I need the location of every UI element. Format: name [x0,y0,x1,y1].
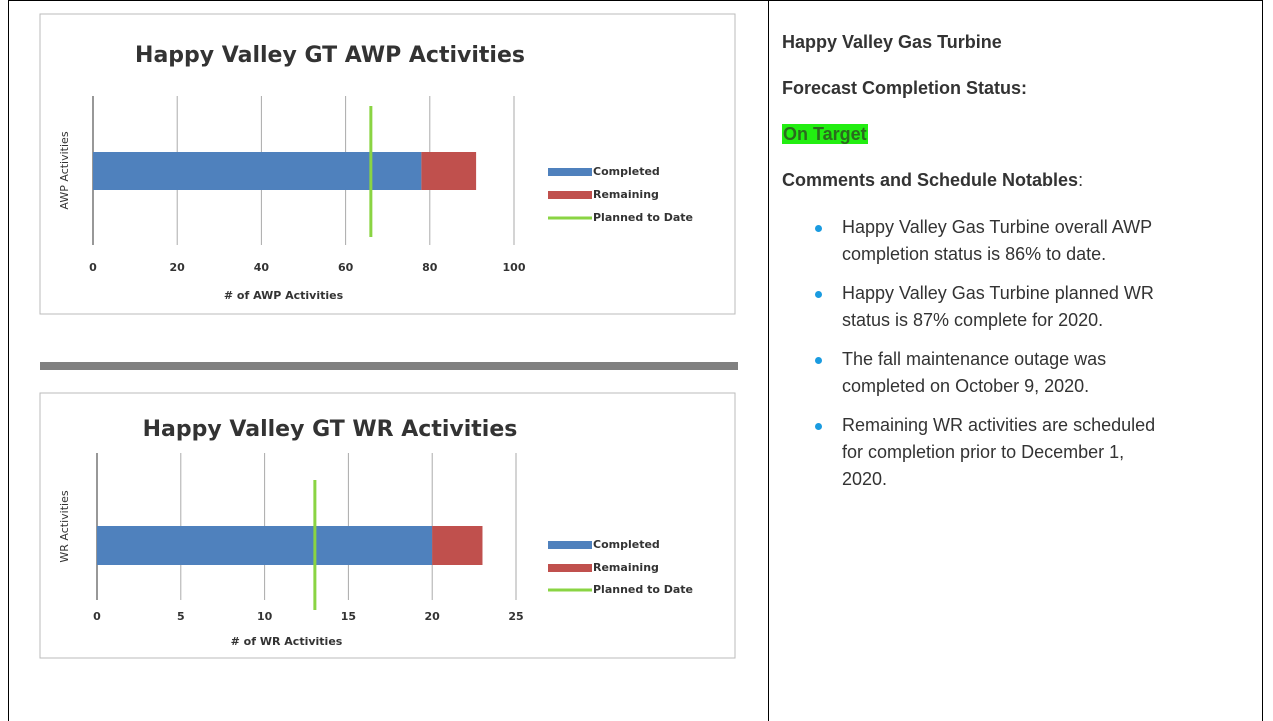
legend-swatch [548,564,592,572]
x-tick-label: 40 [254,261,270,274]
table-border [768,0,769,721]
bullet: Happy Valley Gas Turbine overall AWP com… [815,214,1172,268]
table-border [8,0,9,721]
table-border [1262,0,1263,721]
bullet-list: Happy Valley Gas Turbine overall AWP com… [782,214,1252,493]
x-axis-label: # of WR Activities [231,635,343,648]
chart-title: Happy Valley GT AWP Activities [135,43,525,68]
comments-heading: Comments and Schedule Notables: [782,168,1252,192]
x-tick-label: 60 [338,261,354,274]
legend-swatch [548,541,592,549]
panel-title: Happy Valley Gas Turbine [782,32,1002,52]
x-tick-label: 10 [257,610,273,623]
bar-segment [97,526,433,565]
bullet: The fall maintenance outage was complete… [815,346,1172,400]
legend-label: Completed [593,538,660,551]
divider [40,362,738,370]
chart-title: Happy Valley GT WR Activities [143,417,518,442]
x-tick-label: 0 [89,261,97,274]
charts: Happy Valley GT AWP Activities 0 20 40 60 80 1… [39,13,738,659]
legend-label: Remaining [593,561,659,574]
legend-label: Planned to Date [593,211,693,224]
legend-label: Completed [593,165,660,178]
x-tick-label: 15 [341,610,356,623]
bar-segment [93,152,422,190]
status-label: Forecast Completion Status: [782,78,1028,98]
x-tick-label: 20 [425,610,441,623]
comments-heading-text: Comments and Schedule Notables [782,170,1079,190]
status-highlight: On Target [782,124,868,144]
legend-swatch [548,168,592,176]
x-axis-label: # of AWP Activities [224,289,344,302]
bullet: Remaining WR activities are scheduled fo… [815,412,1172,493]
bullet: Happy Valley Gas Turbine planned WR stat… [815,280,1172,334]
bar-segment [432,526,483,565]
y-axis-label: AWP Activities [58,131,71,209]
x-tick-label: 25 [508,610,523,623]
x-tick-label: 0 [93,610,101,623]
legend-label: Remaining [593,188,659,201]
legend-swatch [548,191,592,199]
chart-frame [39,392,736,659]
x-tick-label: 100 [503,261,526,274]
table-border [8,0,1263,1]
bar-segment [421,152,477,190]
status: On Target [782,122,1252,146]
x-tick-label: 80 [422,261,438,274]
x-tick-label: 20 [170,261,186,274]
legend-label: Planned to Date [593,583,693,596]
x-tick-label: 5 [177,610,185,623]
comments-colon: : [1078,170,1084,190]
y-axis-label: WR Activities [58,490,71,562]
status-panel: Happy Valley Gas Turbine Forecast Comple… [782,30,1252,505]
